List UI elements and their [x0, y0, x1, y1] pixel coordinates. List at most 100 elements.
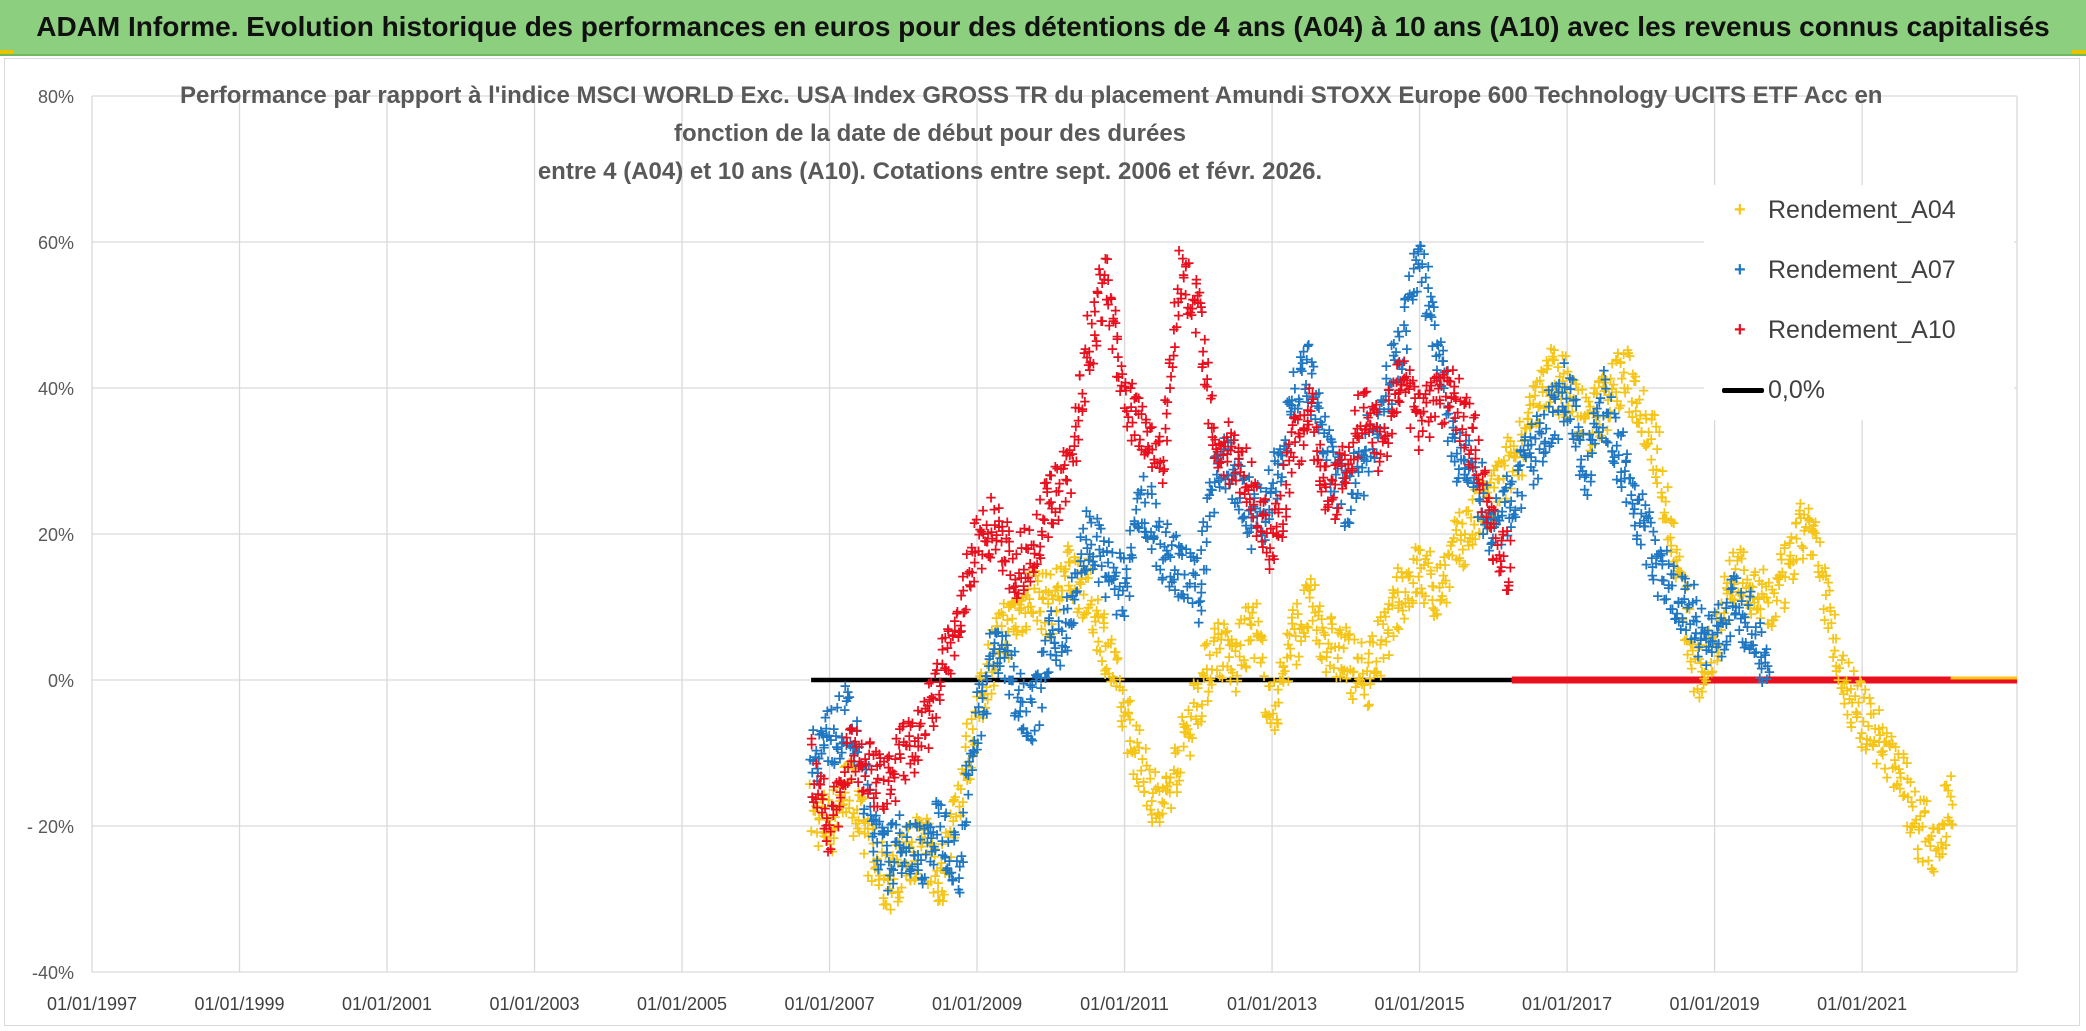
series-point-rendement_a04: +: [1295, 632, 1308, 650]
series-point-rendement_a04: +: [1318, 623, 1331, 641]
series-point-rendement_a04: +: [1240, 659, 1253, 677]
series-point-rendement_a04: +: [944, 822, 957, 840]
series-point-rendement_a04: +: [904, 871, 917, 889]
series-point-rendement_a04: +: [809, 802, 822, 820]
y-tick-label: 20%: [38, 525, 74, 545]
series-point-rendement_a04: +: [1369, 663, 1382, 681]
series-point-rendement_a04: +: [1149, 780, 1162, 798]
series-point-rendement_a04: +: [985, 684, 998, 702]
series-point-rendement_a04: +: [1443, 546, 1456, 564]
series-point-rendement_a04: +: [1263, 706, 1276, 724]
series-point-rendement_a04: +: [1058, 563, 1071, 581]
series-point-rendement_a04: +: [976, 684, 989, 702]
series-point-rendement_a04: +: [1153, 813, 1166, 831]
series-point-rendement_a04: +: [1176, 708, 1189, 726]
series-point-rendement_a04: +: [843, 792, 856, 810]
series-point-rendement_a04: +: [1623, 347, 1636, 365]
series-point-rendement_a07: +: [1755, 623, 1768, 641]
series-point-rendement_a04: +: [1340, 670, 1353, 688]
series-point-rendement_a04: +: [824, 835, 837, 853]
series-point-rendement_a10: +: [948, 646, 961, 664]
series-point-rendement_a04: +: [1002, 623, 1015, 641]
series-point-rendement_a10: +: [1423, 428, 1436, 446]
series-point-rendement_a04: +: [1310, 621, 1323, 639]
series-point-rendement_a04: +: [871, 849, 884, 867]
series-point-rendement_a04: +: [1099, 661, 1112, 679]
series-point-rendement_a04: +: [811, 823, 824, 841]
series-point-rendement_a04: +: [1245, 631, 1258, 649]
series-point-rendement_a04: +: [1379, 607, 1392, 625]
series-point-rendement_a04: +: [981, 655, 994, 673]
series-point-rendement_a04: +: [1133, 739, 1146, 757]
series-point-rendement_a04: +: [891, 851, 904, 869]
series-point-rendement_a04: +: [1374, 608, 1387, 626]
series-point-rendement_a10: +: [1196, 303, 1209, 321]
series-point-rendement_a04: +: [1170, 765, 1183, 783]
series-point-rendement_a04: +: [1082, 598, 1095, 616]
series-point-rendement_a04: +: [1177, 737, 1190, 755]
series-point-rendement_a04: +: [1149, 763, 1162, 781]
series-point-rendement_a07: +: [1422, 257, 1435, 275]
chart-title-line-1: Performance par rapport à l'indice MSCI …: [180, 82, 1883, 109]
series-point-rendement_a04: +: [1396, 569, 1409, 587]
series-point-rendement_a04: +: [1261, 708, 1274, 726]
series-point-rendement_a07: +: [1621, 445, 1634, 463]
series-point-rendement_a04: +: [939, 823, 952, 841]
series-point-rendement_a10: +: [805, 736, 818, 754]
series-point-rendement_a04: +: [1251, 625, 1264, 643]
series-point-rendement_a04: +: [1391, 618, 1404, 636]
series-point-rendement_a04: +: [1260, 706, 1273, 724]
series-point-rendement_a04: +: [1446, 547, 1459, 565]
series-point-rendement_a04: +: [1028, 580, 1041, 598]
series-point-rendement_a10: +: [1502, 581, 1515, 599]
series-point-rendement_a04: +: [908, 852, 921, 870]
series-point-rendement_a07: +: [1200, 560, 1213, 578]
series-point-rendement_a04: +: [1296, 619, 1309, 637]
series-point-rendement_a04: +: [1197, 666, 1210, 684]
series-point-rendement_a04: +: [1164, 769, 1177, 787]
series-point-rendement_a04: +: [836, 803, 849, 821]
series-point-rendement_a04: +: [807, 788, 820, 806]
series-point-rendement_a04: +: [953, 798, 966, 816]
series-point-rendement_a04: +: [1076, 609, 1089, 627]
series-point-rendement_a04: +: [884, 853, 897, 871]
series-point-rendement_a04: +: [1119, 704, 1132, 722]
series-point-rendement_a04: +: [1108, 643, 1121, 661]
series-point-rendement_a04: +: [1217, 657, 1230, 675]
series-point-rendement_a07: +: [1605, 388, 1618, 406]
series-point-rendement_a04: +: [1284, 646, 1297, 664]
series-point-rendement_a04: +: [1137, 773, 1150, 791]
series-point-rendement_a04: +: [1014, 595, 1027, 613]
series-point-rendement_a04: +: [1131, 734, 1144, 752]
series-point-rendement_a04: +: [880, 895, 893, 913]
series-point-rendement_a04: +: [1151, 778, 1164, 796]
series-point-rendement_a04: +: [936, 882, 949, 900]
series-point-rendement_a04: +: [1355, 634, 1368, 652]
series-point-rendement_a04: +: [877, 889, 890, 907]
series-point-rendement_a07: +: [1302, 336, 1315, 354]
chart-title-line-2: fonction de la date de début pour des du…: [673, 120, 1187, 147]
series-point-rendement_a07: +: [1126, 548, 1139, 566]
series-point-rendement_a04: +: [1358, 685, 1371, 703]
series-point-rendement_a10: +: [1295, 452, 1308, 470]
series-point-rendement_a04: +: [1244, 615, 1257, 633]
series-point-rendement_a04: +: [1256, 649, 1269, 667]
series-point-rendement_a04: +: [958, 764, 971, 782]
series-point-rendement_a04: +: [1013, 601, 1026, 619]
series-point-rendement_a04: +: [836, 796, 849, 814]
series-point-rendement_a10: +: [1306, 384, 1319, 402]
series-point-rendement_a04: +: [1333, 638, 1346, 656]
series-point-rendement_a04: +: [1061, 543, 1074, 561]
series-point-rendement_a04: +: [1407, 550, 1420, 568]
series-point-rendement_a04: +: [1422, 554, 1435, 572]
series-point-rendement_a04: +: [1122, 693, 1135, 711]
series-point-rendement_a10: +: [832, 818, 845, 836]
series-point-rendement_a04: +: [1208, 629, 1221, 647]
series-point-rendement_a04: +: [975, 669, 988, 687]
series-point-rendement_a04: +: [1131, 770, 1144, 788]
series-point-rendement_a04: +: [1287, 601, 1300, 619]
series-point-rendement_a07: +: [1760, 640, 1773, 658]
y-tick-label: 40%: [38, 379, 74, 399]
series-point-rendement_a04: +: [892, 854, 905, 872]
